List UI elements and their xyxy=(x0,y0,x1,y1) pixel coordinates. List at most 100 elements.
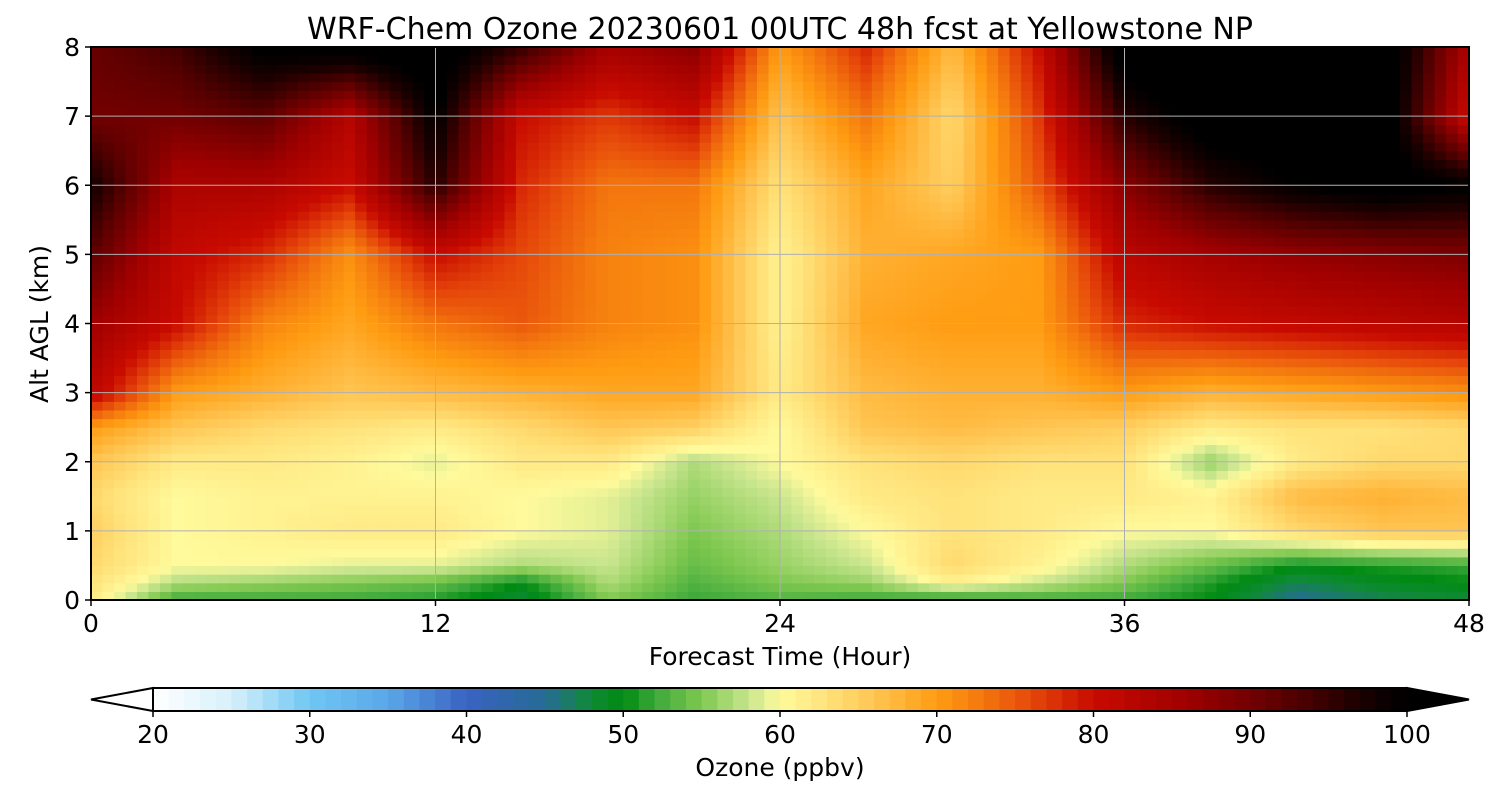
heatmap-cell xyxy=(435,306,448,316)
heatmap-cell xyxy=(906,271,919,281)
heatmap-cell xyxy=(814,237,827,247)
heatmap-cell xyxy=(653,582,666,592)
heatmap-cell xyxy=(1216,470,1229,480)
heatmap-cell xyxy=(745,314,758,325)
heatmap-cell xyxy=(378,332,391,342)
heatmap-cell xyxy=(91,323,104,333)
heatmap-cell xyxy=(228,496,241,506)
heatmap-cell xyxy=(148,435,161,446)
heatmap-cell xyxy=(378,513,391,523)
heatmap-cell xyxy=(791,479,804,489)
heatmap-cell xyxy=(1170,409,1183,420)
heatmap-cell xyxy=(848,306,861,316)
heatmap-cell xyxy=(630,245,643,255)
heatmap-cell xyxy=(894,504,907,515)
heatmap-cell xyxy=(1181,314,1194,325)
heatmap-cell xyxy=(389,401,402,411)
heatmap-cell xyxy=(1227,522,1240,532)
heatmap-cell xyxy=(171,539,184,549)
heatmap-cell xyxy=(883,288,896,299)
heatmap-cell xyxy=(1009,591,1022,601)
heatmap-cell xyxy=(860,539,873,549)
heatmap-cell xyxy=(366,271,379,281)
heatmap-cell xyxy=(274,591,287,601)
heatmap-cell xyxy=(458,574,471,584)
heatmap-cell xyxy=(1446,409,1459,420)
heatmap-cell xyxy=(825,556,839,567)
heatmap-cell xyxy=(1078,263,1091,273)
heatmap-cell xyxy=(871,263,884,273)
heatmap-cell xyxy=(757,565,770,575)
heatmap-cell xyxy=(780,288,793,299)
heatmap-cell xyxy=(205,496,218,506)
heatmap-cell xyxy=(1158,366,1172,376)
heatmap-cell xyxy=(871,556,884,567)
heatmap-cell xyxy=(642,487,655,497)
heatmap-cell xyxy=(699,349,712,359)
heatmap-cell xyxy=(837,479,850,489)
heatmap-cell xyxy=(1216,375,1229,385)
heatmap-cell xyxy=(871,461,884,471)
heatmap-cell xyxy=(1262,513,1275,523)
heatmap-cell xyxy=(446,314,460,325)
heatmap-cell xyxy=(136,487,150,497)
heatmap-cell xyxy=(1101,461,1114,471)
heatmap-cell xyxy=(1170,263,1183,273)
heatmap-cell xyxy=(1193,349,1206,359)
heatmap-cell xyxy=(1400,444,1413,454)
heatmap-cell xyxy=(458,314,471,325)
heatmap-cell xyxy=(791,288,804,299)
heatmap-cell xyxy=(228,574,241,584)
heatmap-cell xyxy=(1250,271,1263,281)
heatmap-cell xyxy=(1193,487,1206,497)
heatmap-cell xyxy=(802,409,816,420)
heatmap-cell xyxy=(1457,513,1470,523)
heatmap-cell xyxy=(1296,487,1309,497)
heatmap-cell xyxy=(527,263,540,273)
heatmap-cell xyxy=(1354,245,1367,255)
heatmap-cell xyxy=(734,358,747,368)
heatmap-cell xyxy=(309,366,322,376)
heatmap-cell xyxy=(1078,556,1091,567)
heatmap-cell xyxy=(91,306,104,316)
heatmap-cell xyxy=(366,245,379,255)
heatmap-cell xyxy=(734,418,747,428)
heatmap-cell xyxy=(1308,288,1321,299)
heatmap-cell xyxy=(986,340,999,351)
heatmap-cell xyxy=(1216,349,1229,359)
heatmap-cell xyxy=(182,539,195,549)
heatmap-cell xyxy=(274,418,287,428)
heatmap-cell xyxy=(194,323,207,333)
heatmap-cell xyxy=(286,582,299,592)
heatmap-cell xyxy=(860,306,873,316)
heatmap-cell xyxy=(1411,409,1424,420)
heatmap-cell xyxy=(366,418,379,428)
heatmap-cell xyxy=(1400,409,1413,420)
heatmap-cell xyxy=(802,314,816,325)
heatmap-cell xyxy=(446,349,460,359)
heatmap-cell xyxy=(653,254,666,264)
heatmap-cell xyxy=(1331,530,1344,541)
heatmap-cell xyxy=(550,332,563,342)
heatmap-cell xyxy=(1273,530,1286,541)
heatmap-cell xyxy=(1101,332,1114,342)
heatmap-cell xyxy=(1032,340,1045,351)
heatmap-cell xyxy=(952,435,965,446)
heatmap-cell xyxy=(228,582,241,592)
heatmap-cell xyxy=(136,565,150,575)
heatmap-cell xyxy=(1285,263,1298,273)
heatmap-cell xyxy=(355,288,368,299)
heatmap-cell xyxy=(734,444,747,454)
heatmap-cell xyxy=(481,288,494,299)
heatmap-cell xyxy=(1055,375,1068,385)
heatmap-cell xyxy=(1135,263,1149,273)
heatmap-cell xyxy=(1113,358,1126,368)
heatmap-cell xyxy=(1400,358,1413,368)
heatmap-cell xyxy=(297,237,310,247)
heatmap-cell xyxy=(1239,435,1252,446)
heatmap-cell xyxy=(136,513,150,523)
heatmap-cell xyxy=(309,383,322,394)
heatmap-cell xyxy=(274,288,287,299)
heatmap-cell xyxy=(1101,288,1114,299)
heatmap-cell xyxy=(355,254,368,264)
